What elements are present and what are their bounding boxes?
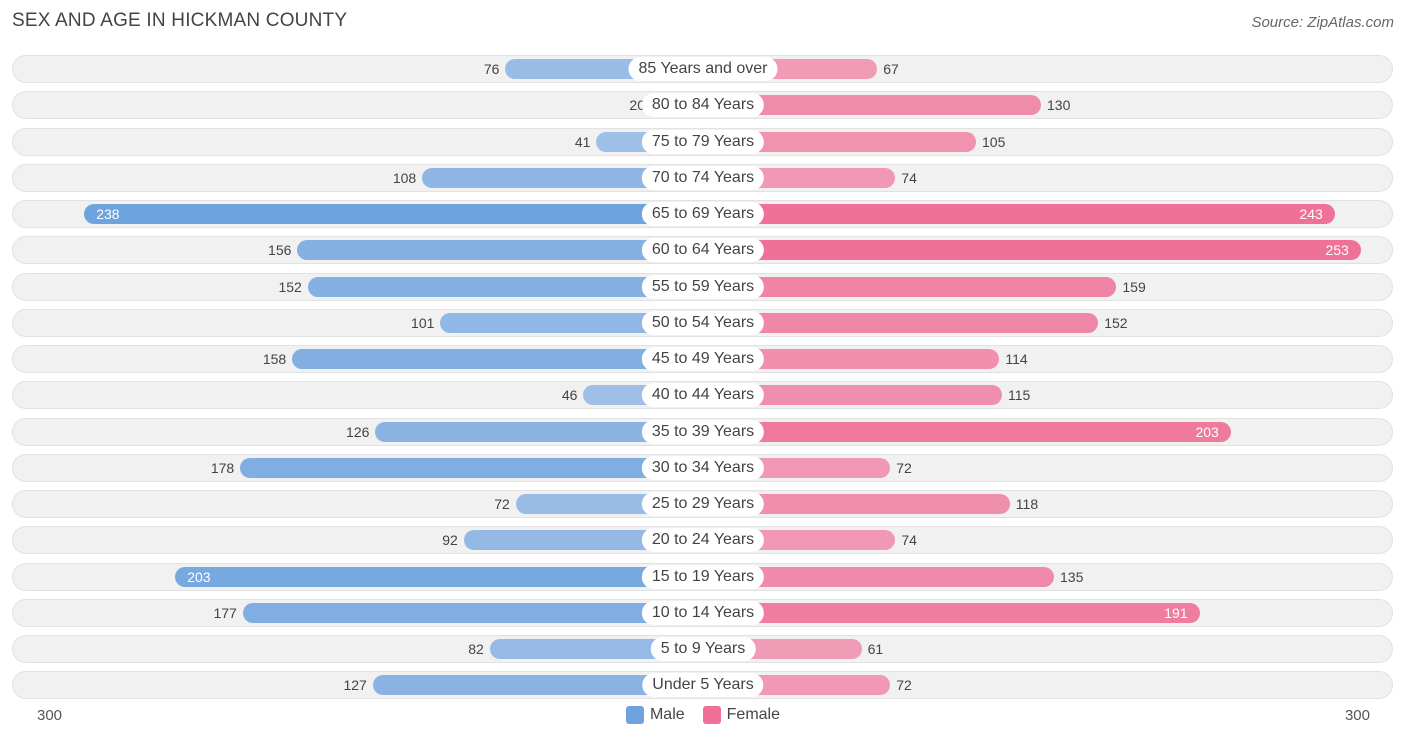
value-male-40-to-44-years: 46 [561,387,578,404]
value-female-85-years-and-over: 67 [883,61,899,77]
bar-female-75-to-79-years[interactable] [703,131,976,152]
category-label-80-to-84-years: 80 to 84 Years [641,93,765,118]
category-label-65-to-69-years: 65 to 69 Years [641,202,765,226]
value-female-70-to-74-years: 74 [901,169,917,186]
category-label-30-to-34-years: 30 to 34 Years [641,455,765,480]
bar-male-60-to-64-years[interactable] [297,240,703,261]
value-male-10-to-14-years: 177 [213,604,237,621]
bar-female-55-to-59-years[interactable] [703,276,1117,297]
value-female-5-to-9-years: 61 [867,641,884,657]
bar-male-65-to-69-years[interactable] [84,204,703,224]
value-female-50-to-54-years: 152 [1104,314,1128,331]
category-label-40-to-44-years: 40 to 44 Years [641,383,765,408]
value-male-45-to-49-years: 158 [262,351,287,367]
bar-female-50-to-54-years[interactable] [703,312,1099,333]
value-female-15-to-19-years: 135 [1060,568,1084,585]
value-female-60-to-64-years: 253 [1325,242,1349,259]
value-male-65-to-69-years: 238 [96,206,120,222]
value-male-55-to-59-years: 152 [278,278,302,295]
category-label-35-to-39-years: 35 to 39 Years [641,419,765,444]
bar-male-50-to-54-years[interactable] [440,312,703,333]
legend-label-male: Male [649,706,685,723]
value-male-35-to-39-years: 126 [346,423,370,440]
legend-item-male[interactable]: Male [625,706,685,724]
value-female-20-to-24-years: 74 [901,532,917,549]
axis-right-label: 300 [1344,707,1370,724]
category-label-60-to-64-years: 60 to 64 Years [641,238,765,263]
category-label-20-to-24-years: 20 to 24 Years [641,528,765,553]
bar-male-55-to-59-years[interactable] [307,276,703,297]
category-label-85-years-and-over: 85 Years and over [628,57,778,81]
value-female-75-to-79-years: 105 [982,133,1006,150]
value-male-25-to-29-years: 72 [494,496,510,512]
chart-title: SEX AND AGE IN HICKMAN COUNTY [12,10,348,31]
value-female-80-to-84-years: 130 [1047,97,1071,114]
bar-female-60-to-64-years[interactable] [703,240,1361,261]
legend: Male Female [0,706,1406,724]
value-female-45-to-49-years: 114 [1005,351,1028,367]
bar-female-40-to-44-years[interactable] [703,385,1002,406]
value-male-30-to-34-years: 178 [210,459,235,476]
legend-label-female: Female [726,706,781,723]
value-female-10-to-14-years: 191 [1164,604,1188,621]
bar-male-70-to-74-years[interactable] [422,167,703,188]
category-label-55-to-59-years: 55 to 59 Years [641,274,765,299]
bar-male-30-to-34-years[interactable] [240,457,703,478]
category-label-15-to-19-years: 15 to 19 Years [641,564,765,589]
value-male-85-years-and-over: 76 [483,61,500,77]
bar-female-35-to-39-years[interactable] [703,421,1231,442]
bar-female-80-to-84-years[interactable] [703,95,1041,116]
bar-female-45-to-49-years[interactable] [703,349,1000,369]
bar-female-65-to-69-years[interactable] [703,204,1335,224]
category-label-25-to-29-years: 25 to 29 Years [641,492,765,516]
value-male-70-to-74-years: 108 [392,169,417,186]
value-female-25-to-29-years: 118 [1015,496,1039,512]
category-label-5-to-9-years: 5 to 9 Years [650,637,756,661]
value-female-30-to-34-years: 72 [896,459,912,476]
value-male-under-5-years: 127 [343,677,367,694]
value-male-50-to-54-years: 101 [411,314,435,331]
value-male-20-to-24-years: 92 [442,532,458,549]
axis-left-label: 300 [37,707,63,724]
category-label-70-to-74-years: 70 to 74 Years [641,165,765,190]
value-female-35-to-39-years: 203 [1195,423,1219,440]
legend-swatch-male [625,706,644,724]
value-female-under-5-years: 72 [896,677,912,694]
category-label-10-to-14-years: 10 to 14 Years [641,600,765,625]
bar-male-15-to-19-years[interactable] [175,566,703,587]
value-male-60-to-64-years: 156 [268,242,292,259]
bar-male-5-to-9-years[interactable] [489,639,703,659]
bar-male-45-to-49-years[interactable] [292,349,703,369]
value-male-15-to-19-years: 203 [187,568,211,585]
bar-female-10-to-14-years[interactable] [703,602,1200,623]
value-female-65-to-69-years: 243 [1299,206,1323,222]
category-label-45-to-49-years: 45 to 49 Years [641,347,765,371]
value-female-55-to-59-years: 159 [1122,278,1146,295]
bar-female-15-to-19-years[interactable] [703,566,1054,587]
category-label-75-to-79-years: 75 to 79 Years [641,129,765,154]
category-label-50-to-54-years: 50 to 54 Years [641,310,765,335]
bar-male-35-to-39-years[interactable] [375,421,703,442]
value-male-5-to-9-years: 82 [468,641,484,657]
legend-item-female[interactable]: Female [702,706,781,724]
value-female-40-to-44-years: 115 [1008,387,1031,404]
value-male-80-to-84-years: 20 [629,97,645,114]
bar-male-10-to-14-years[interactable] [242,602,703,623]
value-male-75-to-79-years: 41 [574,133,591,150]
bar-male-under-5-years[interactable] [372,675,703,696]
source-label: Source: ZipAtlas.com [1251,14,1394,31]
legend-swatch-female [702,706,721,724]
category-label-under-5-years: Under 5 Years [642,673,764,698]
bar-female-25-to-29-years[interactable] [703,494,1010,514]
